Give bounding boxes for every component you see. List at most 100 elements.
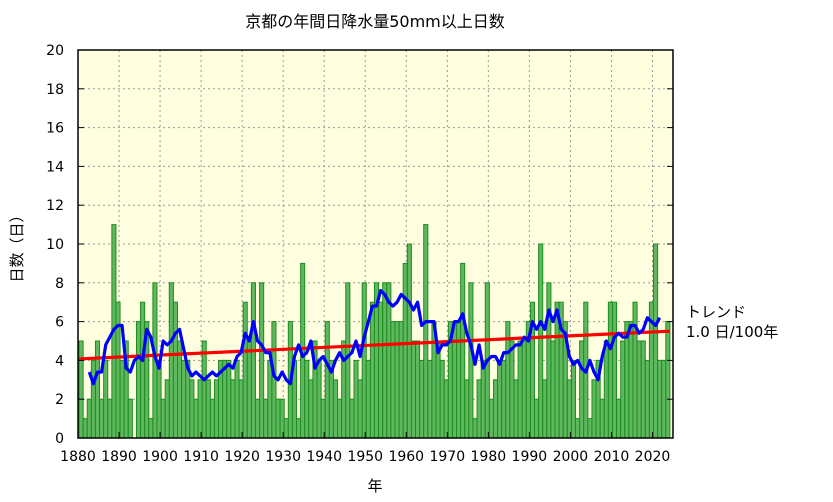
bar-2012 bbox=[616, 398, 622, 439]
bar-1954 bbox=[378, 301, 384, 439]
bar-1923 bbox=[250, 282, 256, 439]
bar-1968 bbox=[435, 340, 441, 439]
x-tick-label: 1880 bbox=[60, 449, 96, 465]
bar-1927 bbox=[267, 359, 273, 439]
bar-1960 bbox=[402, 262, 408, 439]
bar-1984 bbox=[501, 359, 507, 439]
bar-1885 bbox=[94, 340, 101, 439]
bar-1918 bbox=[230, 379, 236, 439]
bar-1986 bbox=[509, 340, 515, 439]
y-tick-label: 6 bbox=[55, 315, 64, 331]
bar-1989 bbox=[521, 340, 527, 439]
bar-1965 bbox=[423, 224, 429, 439]
bars bbox=[78, 224, 671, 439]
bar-2016 bbox=[632, 301, 638, 439]
bar-1977 bbox=[472, 418, 478, 439]
bar-2019 bbox=[644, 359, 650, 439]
bar-1917 bbox=[226, 359, 232, 439]
x-tick-label: 2010 bbox=[594, 449, 630, 465]
bar-1896 bbox=[140, 301, 146, 439]
bar-1975 bbox=[464, 379, 470, 439]
bar-1920 bbox=[238, 379, 244, 439]
bar-1978 bbox=[476, 379, 482, 439]
bar-1904 bbox=[172, 301, 179, 439]
y-tick-label: 20 bbox=[46, 43, 64, 59]
bar-1979 bbox=[480, 359, 486, 439]
bar-1948 bbox=[353, 359, 359, 439]
bar-1983 bbox=[497, 359, 503, 439]
bar-1881 bbox=[78, 340, 84, 439]
bar-1898 bbox=[148, 418, 154, 439]
bar-1972 bbox=[451, 321, 458, 439]
x-tick-label: 1890 bbox=[101, 449, 137, 465]
x-tick-label: 1970 bbox=[429, 449, 465, 465]
bar-2005 bbox=[587, 418, 593, 439]
bar-1908 bbox=[189, 379, 195, 439]
bar-1964 bbox=[419, 359, 425, 439]
bar-2014 bbox=[624, 321, 630, 439]
bar-1922 bbox=[246, 340, 252, 439]
bar-1966 bbox=[427, 359, 433, 439]
bar-2024 bbox=[665, 321, 671, 439]
bar-1912 bbox=[205, 379, 211, 439]
y-tick-label: 14 bbox=[46, 159, 64, 175]
bar-1957 bbox=[390, 321, 396, 439]
bar-1974 bbox=[460, 262, 466, 439]
bar-2001 bbox=[570, 359, 577, 439]
bar-1987 bbox=[513, 379, 519, 439]
bar-2009 bbox=[603, 340, 609, 439]
bar-1969 bbox=[439, 359, 445, 439]
x-tick-label: 1990 bbox=[512, 449, 548, 465]
bar-1947 bbox=[349, 398, 355, 439]
bar-1988 bbox=[517, 340, 523, 439]
bar-1887 bbox=[103, 359, 109, 439]
bar-1941 bbox=[324, 321, 330, 439]
bar-1921 bbox=[242, 301, 248, 439]
bar-1963 bbox=[415, 340, 421, 439]
bar-1911 bbox=[201, 340, 207, 439]
bar-1914 bbox=[213, 379, 220, 439]
bar-1890 bbox=[115, 301, 121, 439]
x-tick-label: 1910 bbox=[183, 449, 219, 465]
bar-1950 bbox=[361, 282, 367, 439]
bar-1919 bbox=[234, 359, 240, 439]
bar-2018 bbox=[640, 340, 646, 439]
x-tick-label: 1960 bbox=[388, 449, 424, 465]
bar-1925 bbox=[259, 282, 265, 439]
bar-2000 bbox=[566, 379, 572, 439]
x-axis-ticks: 1880 1890 1900 1910 1920 1930 1940 1950 1960 1970… bbox=[60, 432, 670, 465]
bar-1939 bbox=[316, 359, 322, 439]
bar-1895 bbox=[135, 321, 142, 439]
x-tick-label: 1900 bbox=[142, 449, 178, 465]
x-axis-label: 年 bbox=[367, 477, 382, 495]
y-axis-label: 日数（日） bbox=[8, 207, 26, 282]
bar-2006 bbox=[591, 379, 597, 439]
bar-1936 bbox=[304, 359, 310, 439]
bar-1934 bbox=[296, 418, 302, 439]
y-tick-label: 2 bbox=[55, 392, 64, 408]
bar-2015 bbox=[628, 321, 634, 439]
bar-1893 bbox=[127, 398, 133, 439]
bar-1959 bbox=[398, 321, 404, 439]
bar-1956 bbox=[386, 282, 392, 439]
trend-legend-label: トレンド bbox=[686, 303, 746, 321]
bar-1995 bbox=[546, 282, 552, 439]
bar-2011 bbox=[611, 301, 618, 439]
bar-1958 bbox=[394, 321, 400, 439]
bar-2013 bbox=[620, 340, 626, 439]
bar-1951 bbox=[365, 359, 371, 439]
x-tick-label: 2020 bbox=[635, 449, 671, 465]
bar-1970 bbox=[443, 379, 449, 439]
bar-1992 bbox=[534, 398, 540, 439]
bar-1882 bbox=[82, 418, 88, 439]
bar-1993 bbox=[538, 243, 544, 439]
bar-2022 bbox=[657, 359, 663, 439]
chart-title: 京都の年間日降水量50mm以上日数 bbox=[245, 12, 505, 31]
bar-1929 bbox=[275, 398, 281, 439]
bar-1946 bbox=[345, 282, 351, 439]
bar-1949 bbox=[357, 379, 363, 439]
running-mean-line bbox=[87, 288, 662, 386]
bar-1937 bbox=[308, 379, 314, 439]
bar-1982 bbox=[492, 379, 499, 439]
